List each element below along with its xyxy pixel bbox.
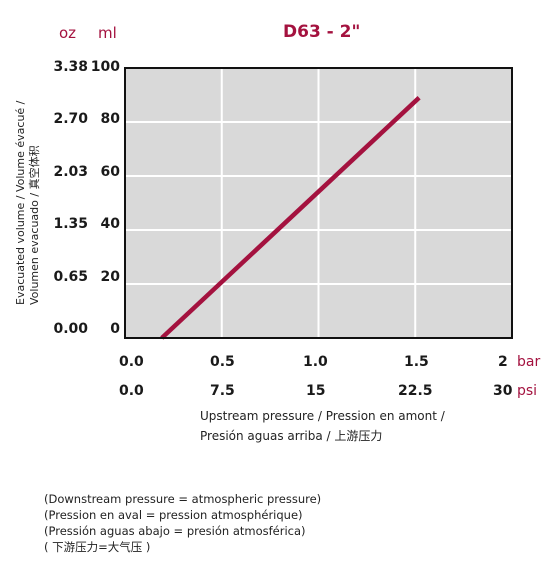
y-tick-oz: 1.35 [53,216,88,232]
unit-oz-label: oz [59,24,77,42]
x-axis-title-line1: Upstream pressure / Pression en amont / [200,409,445,423]
footnote-line: (Pressión aguas abajo = presión atmosfér… [44,524,306,538]
y-tick-ml: 0 [110,321,120,337]
chart-title: D63 - 2" [283,22,361,42]
y-tick-ml: 40 [100,216,120,232]
y-tick-ml: 20 [100,269,120,285]
unit-ml-label: ml [98,24,117,42]
footnote-line: (Downstream pressure = atmospheric press… [44,492,322,506]
x-tick-psi: 0.0 [119,383,144,399]
series-line [160,96,421,340]
footnote-line: ( 下游压力=大气压 ) [44,540,151,554]
x-tick-psi: 30 [493,383,513,399]
x-unit-psi: psi [517,383,538,399]
grid-lines [125,68,512,338]
y-tick-oz: 0.65 [53,269,88,285]
y-tick-ml: 60 [100,164,120,180]
x-tick-bar: 0.5 [210,354,235,370]
x-tick-bar: 1.5 [404,354,429,370]
x-axis-title-line2: Presión aguas arriba / 上游压力 [200,429,383,443]
x-tick-psi: 7.5 [210,383,235,399]
x-tick-psi: 22.5 [398,383,433,399]
y-tick-ml: 100 [90,59,120,75]
y-tick-oz: 2.03 [53,164,88,180]
footnote-line: (Pression en aval = pression atmosphériq… [44,508,303,522]
x-tick-psi: 15 [306,383,326,399]
series-group [160,96,421,340]
plot-frame [124,67,513,339]
y-tick-ml: 80 [100,111,120,127]
y-tick-oz: 3.38 [53,59,88,75]
y-tick-oz: 2.70 [53,111,88,127]
x-tick-bar: 2 [498,354,508,370]
footnotes: (Downstream pressure = atmospheric press… [44,491,321,555]
x-tick-bar: 0.0 [119,354,144,370]
x-unit-bar: bar [517,354,541,370]
x-tick-bar: 1.0 [303,354,328,370]
y-tick-oz: 0.00 [53,321,88,337]
